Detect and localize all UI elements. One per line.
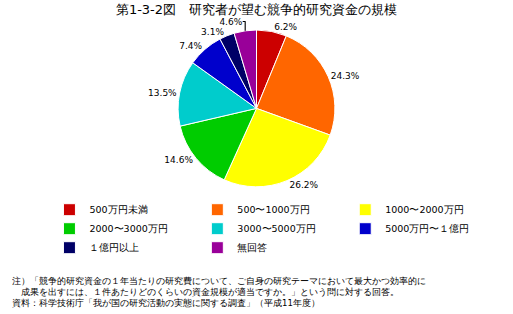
svg-text:6.2%: 6.2% bbox=[274, 22, 297, 32]
svg-text:注）「競争的研究資金の１年当たりの研究費について、ご自身の研: 注）「競争的研究資金の１年当たりの研究費について、ご自身の研究テーマにおいて最大… bbox=[12, 276, 426, 308]
svg-text:500万円未満: 500万円未満 bbox=[89, 204, 147, 215]
svg-text:24.3%: 24.3% bbox=[331, 71, 360, 81]
svg-text:無回答: 無回答 bbox=[237, 242, 267, 253]
svg-text:１億円以上: １億円以上 bbox=[89, 242, 139, 253]
svg-text:1000〜2000万円: 1000〜2000万円 bbox=[385, 204, 463, 215]
svg-text:3000〜5000万円: 3000〜5000万円 bbox=[237, 223, 315, 234]
svg-text:2000〜3000万円: 2000〜3000万円 bbox=[89, 223, 167, 234]
svg-text:4.6%: 4.6% bbox=[219, 17, 242, 27]
svg-text:13.5%: 13.5% bbox=[148, 88, 177, 98]
svg-text:7.4%: 7.4% bbox=[179, 41, 202, 51]
svg-text:26.2%: 26.2% bbox=[289, 180, 318, 190]
svg-text:3.1%: 3.1% bbox=[201, 27, 224, 37]
svg-text:5000万円〜１億円: 5000万円〜１億円 bbox=[385, 223, 469, 234]
svg-text:第1-3-2図 研究者が望む競争的研究資金の規模: 第1-3-2図 研究者が望む競争的研究資金の規模 bbox=[116, 2, 397, 17]
svg-text:500〜1000万円: 500〜1000万円 bbox=[237, 204, 309, 215]
svg-text:14.6%: 14.6% bbox=[164, 155, 193, 165]
